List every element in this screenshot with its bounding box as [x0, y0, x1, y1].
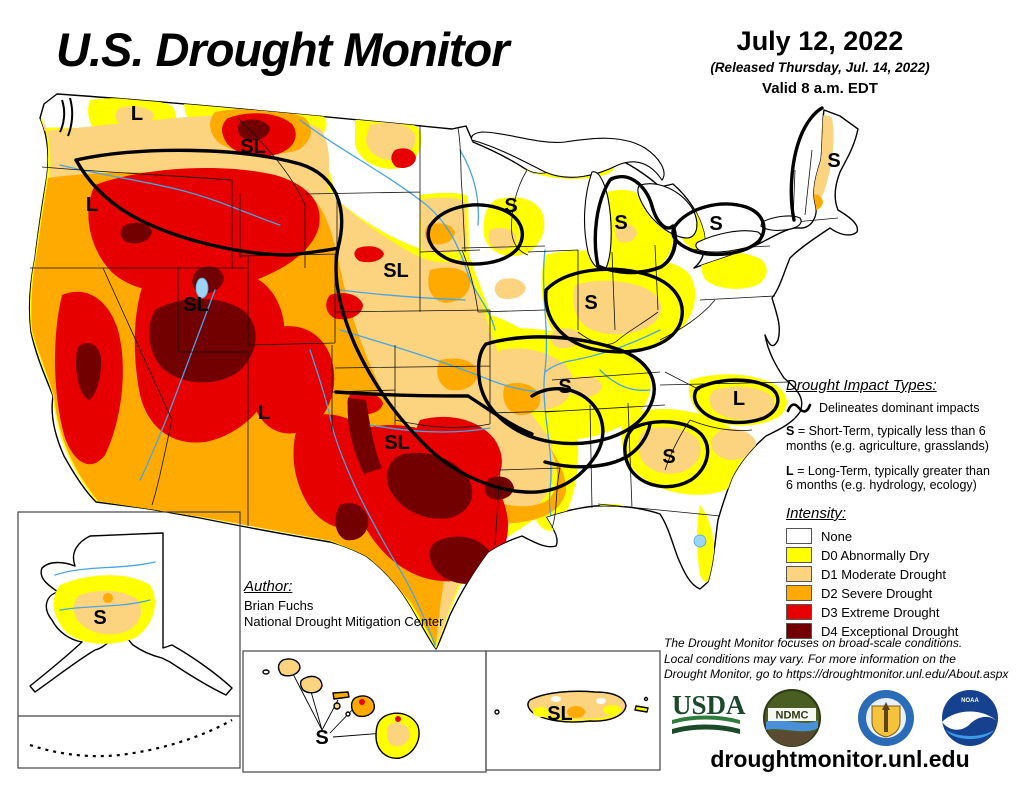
- usda-logo: USDA: [672, 690, 746, 734]
- map-date: July 12, 2022: [736, 26, 904, 56]
- map-impact-label: SL: [547, 703, 573, 725]
- map-impact-label: SL: [383, 260, 409, 282]
- impact-legend-heading: Drought Impact Types:: [786, 377, 937, 394]
- map-impact-label: S: [827, 150, 840, 172]
- puerto-rico-inset: [485, 650, 661, 771]
- map-impact-label: S: [584, 292, 597, 314]
- conus-region: [28, 93, 859, 650]
- drought-intensity-layers: [29, 98, 834, 649]
- map-impact-label: SL: [384, 432, 410, 454]
- map-impact-label: L: [733, 388, 745, 410]
- agency-logos: USDA NDMC NOAA: [668, 688, 1008, 748]
- ndmc-wordmark: NDMC: [776, 710, 809, 722]
- d4-swatch: [786, 623, 812, 639]
- page-title: U.S. Drought Monitor: [56, 23, 510, 76]
- legend-row: D3 Extreme Drought: [786, 604, 1016, 620]
- usda-wordmark: USDA: [672, 690, 746, 720]
- intensity-legend-heading: Intensity:: [786, 505, 847, 522]
- map-impact-label: S: [614, 212, 627, 234]
- author-org: National Drought Mitigation Center: [244, 614, 444, 630]
- release-date: (Released Thursday, Jul. 14, 2022): [710, 60, 930, 75]
- noaa-wordmark: NOAA: [961, 698, 979, 704]
- map-impact-label: L: [131, 103, 143, 125]
- ndmc-logo: NDMC: [763, 689, 821, 747]
- map-impact-label: S: [504, 195, 517, 217]
- drought-monitor-url: droughtmonitor.unl.edu: [710, 746, 970, 772]
- map-impact-label: S: [709, 213, 722, 235]
- d0-swatch: [786, 547, 812, 563]
- none-swatch: [786, 528, 812, 544]
- valid-time: Valid 8 a.m. EDT: [762, 80, 878, 97]
- map-impact-label: S: [662, 446, 675, 468]
- impact-delineation-lines: [74, 106, 824, 494]
- disclaimer-text: The Drought Monitor focuses on broad-sca…: [664, 636, 1009, 682]
- d1-swatch: [786, 566, 812, 582]
- map-impact-label: SL: [183, 294, 209, 316]
- alaska-inset: [17, 511, 241, 769]
- legend-row: D4 Exceptional Drought: [786, 623, 1016, 639]
- author-heading: Author:: [244, 578, 293, 595]
- map-impact-label: SL: [240, 136, 266, 158]
- hawaii-inset: [242, 650, 487, 773]
- d3-swatch: [786, 604, 812, 620]
- legend-row: D1 Moderate Drought: [786, 566, 1016, 582]
- map-impact-label: S: [315, 727, 328, 749]
- author-name: Brian Fuchs: [244, 598, 314, 613]
- long-term-definition: L = Long-Term, typically greater than 6 …: [786, 463, 990, 493]
- map-impact-label: S: [558, 376, 571, 398]
- impact-types-legend: Drought Impact Types: Delineates dominan…: [786, 377, 1014, 503]
- map-impact-label: L: [86, 194, 98, 216]
- puget-sound: [59, 97, 74, 137]
- map-impact-label: S: [93, 607, 106, 629]
- legend-row: D0 Abnormally Dry: [786, 547, 1016, 563]
- intensity-legend: Intensity: None D0 Abnormally Dry D1 Mod…: [786, 505, 1016, 642]
- commerce-seal-logo: [858, 690, 914, 746]
- short-term-definition: S = Short-Term, typically less than 6 mo…: [786, 424, 989, 453]
- header-date-block: July 12, 2022 (Released Thursday, Jul. 1…: [690, 26, 950, 97]
- legend-row: D2 Severe Drought: [786, 585, 1016, 601]
- noaa-logo: NOAA: [942, 690, 998, 746]
- d2-swatch: [786, 585, 812, 601]
- legend-row: None: [786, 528, 1016, 544]
- delineates-label: Delineates dominant impacts: [819, 401, 980, 415]
- delineation-squiggle-icon: [786, 403, 812, 413]
- author-block: Author: Brian Fuchs National Drought Mit…: [244, 578, 443, 631]
- map-impact-label: L: [258, 402, 270, 424]
